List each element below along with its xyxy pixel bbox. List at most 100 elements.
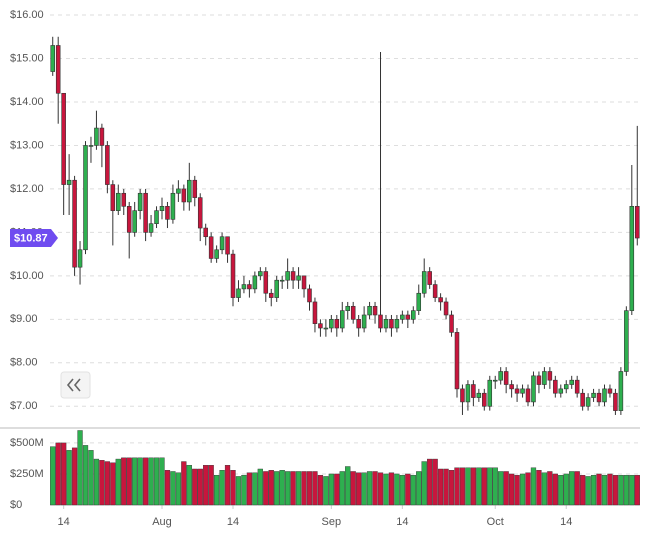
volume-bar bbox=[235, 476, 242, 506]
x-tick-label: 14 bbox=[560, 516, 572, 528]
candle-body bbox=[290, 271, 296, 281]
y2-tick-label: $0 bbox=[10, 499, 22, 511]
volume-bar bbox=[541, 472, 548, 506]
candle-body bbox=[230, 253, 236, 298]
volume-bar bbox=[50, 446, 56, 506]
candle-body bbox=[427, 271, 432, 285]
candle-body bbox=[547, 371, 553, 381]
candle-body bbox=[312, 301, 318, 324]
y2-tick-label: $250M bbox=[10, 468, 44, 480]
candle-body bbox=[307, 288, 312, 303]
x-tick-label: 14 bbox=[227, 516, 239, 528]
candle-body bbox=[531, 375, 536, 403]
candle-body bbox=[569, 379, 574, 385]
y-tick-label: $12.00 bbox=[10, 183, 44, 195]
volume-bar bbox=[257, 468, 263, 506]
volume-bar bbox=[317, 474, 324, 506]
candle-body bbox=[607, 388, 613, 394]
candle-body bbox=[400, 314, 405, 320]
candle-body bbox=[143, 192, 148, 233]
volume-bar bbox=[388, 472, 395, 506]
volume-bar bbox=[427, 458, 433, 506]
volume-bar bbox=[241, 474, 247, 506]
candle-body bbox=[77, 249, 83, 268]
volume-bar bbox=[459, 467, 466, 506]
volume-bar bbox=[142, 457, 149, 506]
candle-body bbox=[83, 145, 88, 251]
volume-bar bbox=[607, 473, 613, 506]
volume-bar bbox=[377, 472, 384, 506]
volume-bar bbox=[334, 473, 340, 506]
candle-body bbox=[50, 45, 55, 72]
volume-bar bbox=[465, 467, 471, 506]
x-tick-label: Sep bbox=[322, 516, 342, 528]
candle-body bbox=[520, 388, 525, 394]
candle-body bbox=[542, 371, 547, 385]
candle-body bbox=[443, 301, 449, 316]
volume-bar bbox=[470, 467, 477, 506]
volume-bar bbox=[361, 472, 367, 506]
volume-bar bbox=[224, 465, 231, 506]
candle-body bbox=[383, 319, 389, 329]
volume-bar bbox=[93, 458, 100, 506]
candle-body bbox=[563, 384, 569, 390]
y-tick-label: $13.00 bbox=[10, 139, 44, 151]
volume-bar bbox=[437, 468, 444, 506]
volume-bar bbox=[312, 471, 318, 506]
candle-body bbox=[635, 206, 640, 239]
volume-bar bbox=[121, 457, 127, 506]
volume-bar bbox=[356, 472, 362, 506]
candle-body bbox=[471, 384, 476, 398]
y-tick-label: $14.00 bbox=[10, 96, 44, 108]
volume-bar bbox=[601, 474, 608, 506]
candle-body bbox=[591, 392, 596, 398]
candle-body bbox=[574, 379, 580, 394]
candle-body bbox=[372, 305, 378, 316]
volume-bar bbox=[585, 476, 591, 506]
candle-body bbox=[624, 310, 629, 372]
volume-bar bbox=[192, 468, 198, 506]
collapse-button[interactable] bbox=[60, 371, 91, 399]
plot: $7.00$8.00$9.00$10.00$11.00$12.00$13.00$… bbox=[0, 9, 640, 528]
candle-body bbox=[181, 188, 187, 203]
y2-tick-label: $500M bbox=[10, 437, 44, 449]
candle-body bbox=[498, 371, 503, 381]
volume-bar bbox=[230, 470, 236, 506]
volume-bar bbox=[77, 430, 83, 506]
candle-body bbox=[66, 179, 72, 185]
volume-bar bbox=[115, 458, 121, 506]
volume-bar bbox=[148, 457, 154, 506]
last-price-tag bbox=[10, 229, 58, 248]
candle-body bbox=[340, 310, 345, 329]
candle-body bbox=[110, 184, 116, 211]
volume-bar bbox=[213, 474, 220, 506]
candle-body bbox=[318, 323, 323, 329]
candle-body bbox=[558, 388, 564, 394]
volume-bar bbox=[274, 471, 280, 506]
volume-bar bbox=[525, 472, 531, 506]
y-tick-label: $15.00 bbox=[10, 52, 44, 64]
volume-bar bbox=[159, 457, 165, 506]
candle-body bbox=[61, 92, 66, 185]
volume-bar bbox=[596, 473, 602, 506]
x-tick-label: 14 bbox=[58, 516, 70, 528]
volume-bar bbox=[170, 471, 176, 506]
volume-bar bbox=[394, 473, 400, 506]
volume-bar bbox=[99, 460, 105, 506]
volume-bar bbox=[410, 474, 416, 506]
candle-body bbox=[394, 319, 400, 329]
candle-body bbox=[154, 210, 159, 224]
candle-body bbox=[203, 227, 208, 238]
volume-bar bbox=[328, 473, 334, 506]
candle-body bbox=[618, 371, 624, 411]
volume-bar bbox=[186, 465, 192, 506]
candle-body bbox=[476, 392, 482, 398]
volume-bar bbox=[153, 457, 160, 506]
candle-body bbox=[421, 271, 427, 294]
volume-bar bbox=[492, 467, 498, 506]
candle-body bbox=[252, 275, 258, 290]
candle-body bbox=[345, 305, 350, 311]
volume-bar bbox=[563, 473, 569, 506]
volume-bar bbox=[350, 471, 356, 506]
candle-body bbox=[94, 127, 99, 146]
